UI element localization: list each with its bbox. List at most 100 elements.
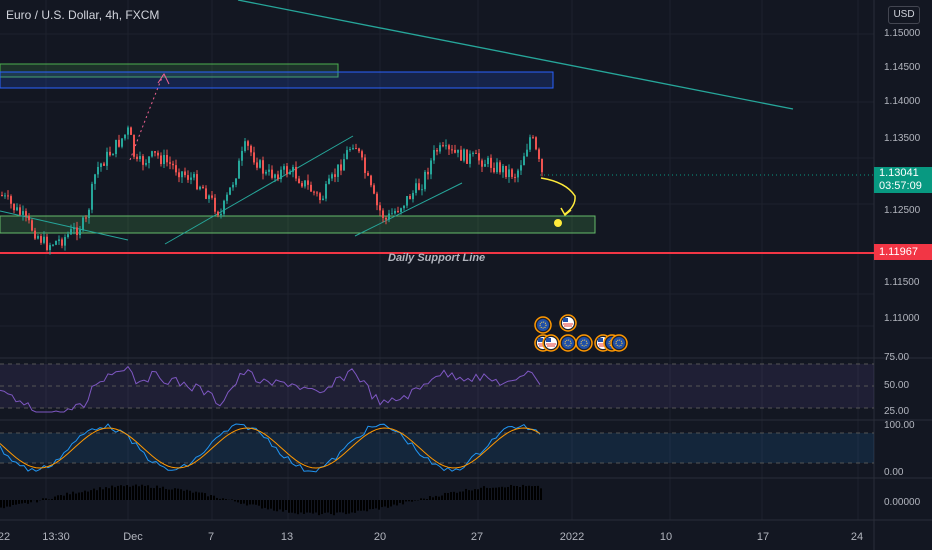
- candle-body: [427, 171, 429, 175]
- price-tick: 1.11000: [884, 313, 920, 324]
- candle-body: [184, 171, 186, 176]
- macd-bar: [351, 500, 353, 513]
- macd-bar: [339, 500, 341, 513]
- candle-body: [163, 155, 165, 165]
- candle-body: [115, 139, 117, 155]
- macd-bar: [93, 488, 95, 500]
- macd-histogram: [0, 484, 542, 516]
- macd-bar: [279, 500, 281, 510]
- macd-bar: [180, 489, 182, 500]
- candle-body: [439, 145, 441, 152]
- macd-tick: 0.00000: [884, 497, 921, 508]
- stoch-band: [0, 433, 874, 463]
- candle-body: [511, 169, 513, 177]
- candle-body: [43, 236, 45, 243]
- stoch-tick: 100.00: [884, 420, 915, 431]
- candle-body: [334, 174, 336, 177]
- candle-body: [61, 239, 63, 246]
- support-zone: [0, 215, 596, 234]
- macd-bar: [492, 487, 494, 500]
- candle-body: [448, 145, 450, 150]
- macd-bar: [51, 498, 53, 500]
- candle-body: [352, 148, 354, 150]
- macd-bar: [348, 500, 350, 514]
- current-price-value: 1.13041: [879, 167, 919, 179]
- candle-body: [199, 186, 201, 190]
- macd-bar: [495, 487, 497, 500]
- macd-bar: [96, 490, 98, 500]
- candle-body: [256, 162, 258, 168]
- candle-body: [70, 229, 72, 235]
- macd-bar: [9, 500, 11, 507]
- candle-body: [208, 195, 210, 199]
- symbol-legend[interactable]: Euro / U.S. Dollar, 4h, FXCM: [6, 8, 160, 22]
- macd-bar: [258, 500, 260, 506]
- macd-bar: [459, 491, 461, 500]
- candle-body: [52, 244, 54, 246]
- candle-body: [283, 166, 285, 170]
- candle-body: [484, 164, 486, 167]
- macd-bar: [363, 500, 365, 511]
- candle-body: [475, 152, 477, 154]
- macd-bar: [528, 485, 530, 500]
- macd-bar: [225, 499, 227, 500]
- candles: [1, 125, 543, 255]
- macd-bar: [177, 488, 179, 500]
- macd-bar: [204, 493, 206, 500]
- macd-bar: [411, 500, 413, 502]
- price-tick: 1.13500: [884, 133, 921, 144]
- candle-body: [22, 211, 24, 215]
- candle-body: [241, 150, 243, 161]
- time-tick: 13: [281, 531, 293, 543]
- candle-body: [466, 149, 468, 164]
- candle-body: [277, 174, 279, 180]
- macd-bar: [186, 489, 188, 500]
- candle-body: [55, 240, 57, 245]
- macd-bar: [330, 500, 332, 515]
- candle-body: [478, 153, 480, 161]
- macd-bar: [366, 500, 368, 512]
- macd-bar: [408, 500, 410, 502]
- candle-body: [535, 137, 537, 150]
- macd-bar: [123, 486, 125, 500]
- macd-bar: [189, 490, 191, 500]
- candle-body: [508, 169, 510, 178]
- macd-bar: [381, 500, 383, 508]
- macd-bar: [372, 500, 374, 510]
- macd-bar: [285, 500, 287, 510]
- macd-bar: [21, 500, 23, 504]
- macd-bar: [270, 500, 272, 509]
- macd-bar: [36, 500, 38, 503]
- candle-body: [58, 239, 60, 241]
- candle-body: [1, 195, 3, 196]
- candle-body: [25, 211, 27, 216]
- candle-body: [187, 175, 189, 180]
- time-tick: 2022: [560, 531, 584, 543]
- price-tick: 1.12500: [884, 205, 921, 216]
- macd-bar: [246, 500, 248, 506]
- target-marker: [554, 219, 562, 227]
- candle-body: [271, 169, 273, 178]
- candle-body: [367, 172, 369, 176]
- macd-bar: [138, 486, 140, 500]
- candle-body: [421, 189, 423, 191]
- arrow-head: [560, 207, 572, 217]
- price-tick: 1.14500: [884, 62, 921, 73]
- candle-body: [436, 150, 438, 152]
- macd-bar: [213, 495, 215, 500]
- candle-body: [4, 195, 6, 197]
- currency-button[interactable]: USD: [888, 6, 920, 24]
- macd-bar: [48, 499, 50, 500]
- candle-body: [193, 174, 195, 178]
- macd-bar: [129, 486, 131, 500]
- candle-body: [10, 196, 12, 204]
- macd-bar: [537, 485, 539, 500]
- candle-body: [487, 157, 489, 165]
- macd-bar: [402, 500, 404, 505]
- candle-body: [385, 217, 387, 220]
- candle-body: [7, 195, 9, 197]
- candle-body: [223, 200, 225, 214]
- candle-body: [520, 165, 522, 171]
- time-tick: 27: [471, 531, 483, 543]
